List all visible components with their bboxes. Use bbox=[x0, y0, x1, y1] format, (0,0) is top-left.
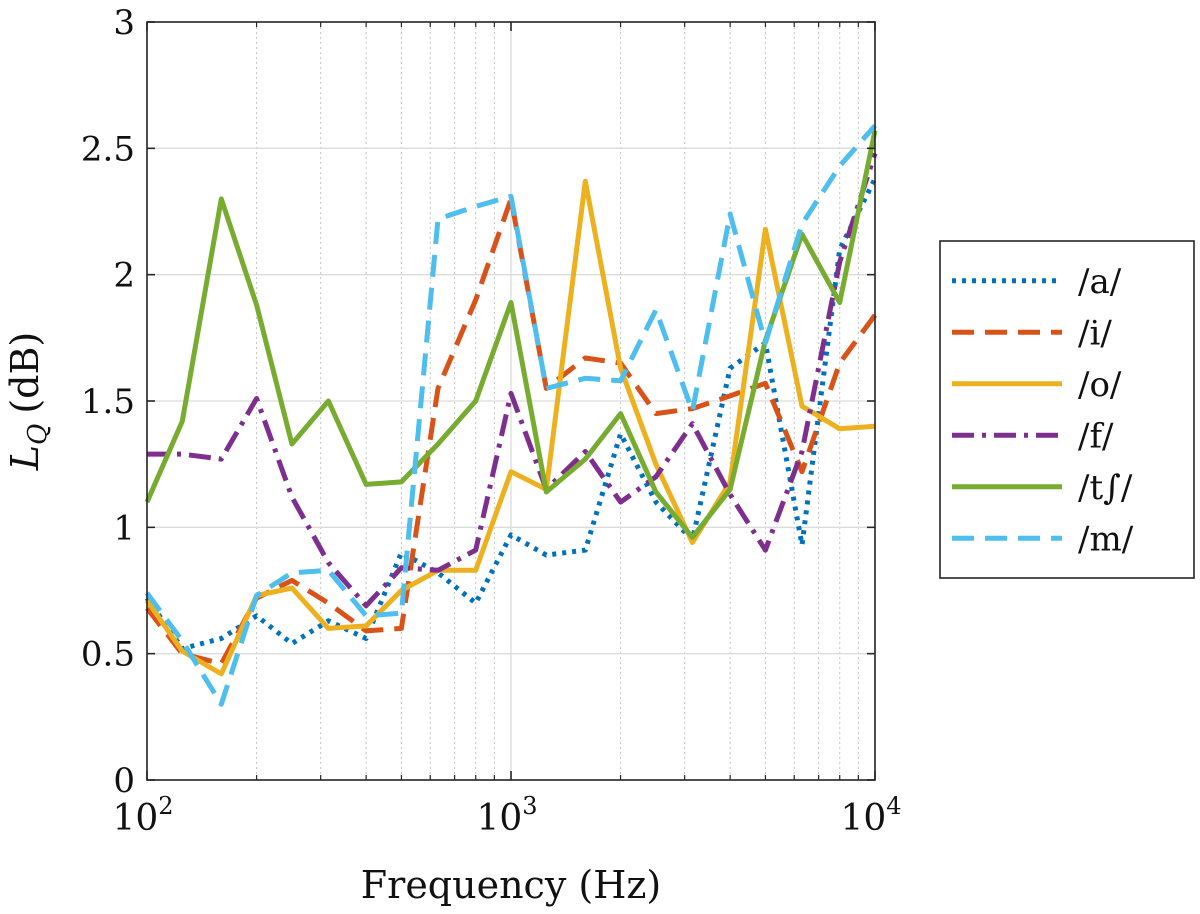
x-tick-label-base: 10 bbox=[476, 798, 522, 839]
legend-label-2: /i/ bbox=[1078, 313, 1112, 353]
y-axis-label-unit: (dB) bbox=[3, 332, 47, 414]
y-tick-label: 0.5 bbox=[81, 635, 135, 675]
series-line-3 bbox=[144, 178, 876, 677]
y-axis-label-subscript: Q bbox=[23, 424, 53, 445]
y-tick-label: 2 bbox=[113, 256, 135, 296]
y-tick-label: 2.5 bbox=[81, 129, 135, 169]
x-tick-label-exponent: 2 bbox=[158, 792, 173, 820]
series-lines bbox=[144, 123, 878, 707]
legend-box bbox=[939, 240, 1195, 579]
legend-label-4: /f/ bbox=[1078, 416, 1114, 456]
legend-label-3: /o/ bbox=[1078, 365, 1122, 405]
x-tick-label-exponent: 4 bbox=[886, 792, 901, 820]
x-tick-label-base: 10 bbox=[112, 798, 158, 839]
x-tick-label: 103 bbox=[476, 792, 537, 839]
series-line-4 bbox=[147, 152, 878, 609]
x-tick-label: 104 bbox=[840, 792, 901, 839]
legend: /a/ /i/ /o/ /f/ /t∫/ /m/ bbox=[939, 240, 1195, 579]
series-line-5 bbox=[144, 130, 878, 540]
y-tick-label: 1 bbox=[113, 508, 135, 548]
axis-labels: Frequency (Hz) LQ (dB) bbox=[3, 332, 661, 907]
legend-label-1: /a/ bbox=[1078, 262, 1122, 302]
y-tick-label: 3 bbox=[113, 3, 135, 43]
y-tick-label: 0 bbox=[113, 761, 135, 801]
x-axis-label: Frequency (Hz) bbox=[361, 863, 661, 907]
series-line-6 bbox=[144, 123, 877, 707]
x-tick-label-base: 10 bbox=[840, 798, 886, 839]
x-tick-label: 102 bbox=[112, 792, 173, 839]
y-axis-label: LQ (dB) bbox=[3, 332, 53, 471]
legend-label-5: /t∫/ bbox=[1078, 468, 1133, 508]
y-axis-label-symbol: L bbox=[3, 445, 47, 471]
legend-label-6: /m/ bbox=[1078, 519, 1134, 559]
y-tick-label: 1.5 bbox=[81, 382, 135, 422]
x-tick-label-exponent: 3 bbox=[522, 792, 537, 820]
series-line-1 bbox=[144, 177, 878, 652]
